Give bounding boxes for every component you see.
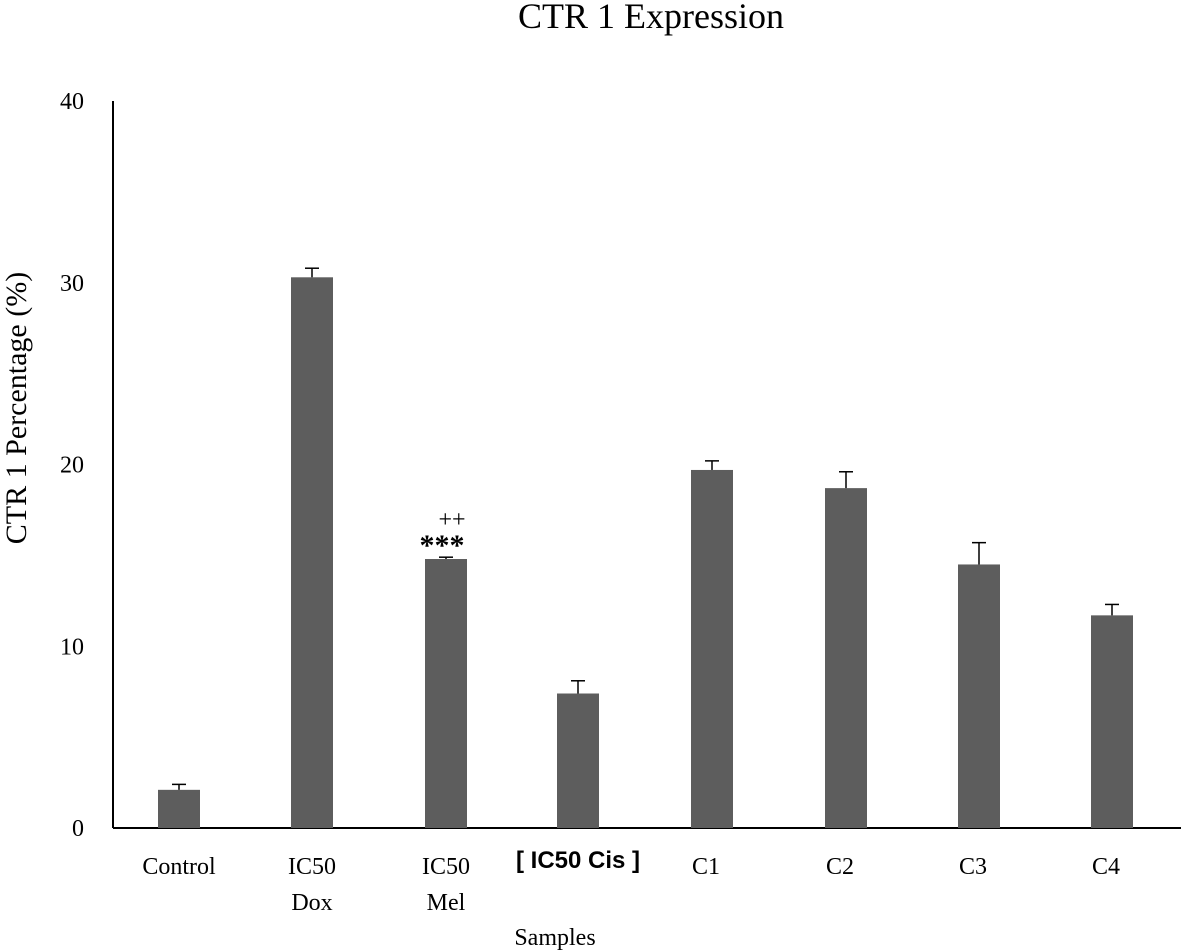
x-tick-label: C1 xyxy=(692,854,720,880)
bar xyxy=(958,564,1000,828)
y-tick-label: 40 xyxy=(60,89,84,115)
annotations: ***++ xyxy=(420,507,466,562)
x-tick-label: C3 xyxy=(959,854,987,880)
bar xyxy=(691,469,733,828)
x-tick-label: C4 xyxy=(1092,854,1120,880)
x-tick-label: Control xyxy=(142,854,216,880)
bar xyxy=(557,693,599,828)
significance-stars: *** xyxy=(420,529,465,562)
bar xyxy=(425,559,467,828)
x-tick-label: IC50 xyxy=(422,854,470,880)
bar xyxy=(291,277,333,828)
y-tick-label: 20 xyxy=(60,453,84,479)
x-tick-label: C2 xyxy=(826,854,854,880)
bar xyxy=(825,488,867,828)
x-tick-label: [ IC50 Cis ] xyxy=(516,847,640,874)
bar xyxy=(1091,615,1133,828)
y-axis-label: CTR 1 Percentage (%) xyxy=(0,272,33,544)
x-axis-label: Samples xyxy=(514,925,595,951)
significance-plus: ++ xyxy=(438,507,465,533)
chart-title: CTR 1 Expression xyxy=(518,0,784,36)
x-tick-label: Mel xyxy=(427,890,466,916)
bars xyxy=(158,267,1133,828)
y-tick-labels: 0 10 20 30 40 xyxy=(60,89,84,842)
y-tick-label: 30 xyxy=(60,271,84,297)
category-labels: Control IC50 Dox IC50 Mel [ IC50 Cis ] C1 C2 C3 C… xyxy=(142,847,1120,916)
x-tick-label: Dox xyxy=(291,890,332,916)
x-tick-label: IC50 xyxy=(288,854,336,880)
bar xyxy=(158,789,200,828)
y-tick-label: 0 xyxy=(72,816,84,842)
y-tick-label: 10 xyxy=(60,634,84,660)
